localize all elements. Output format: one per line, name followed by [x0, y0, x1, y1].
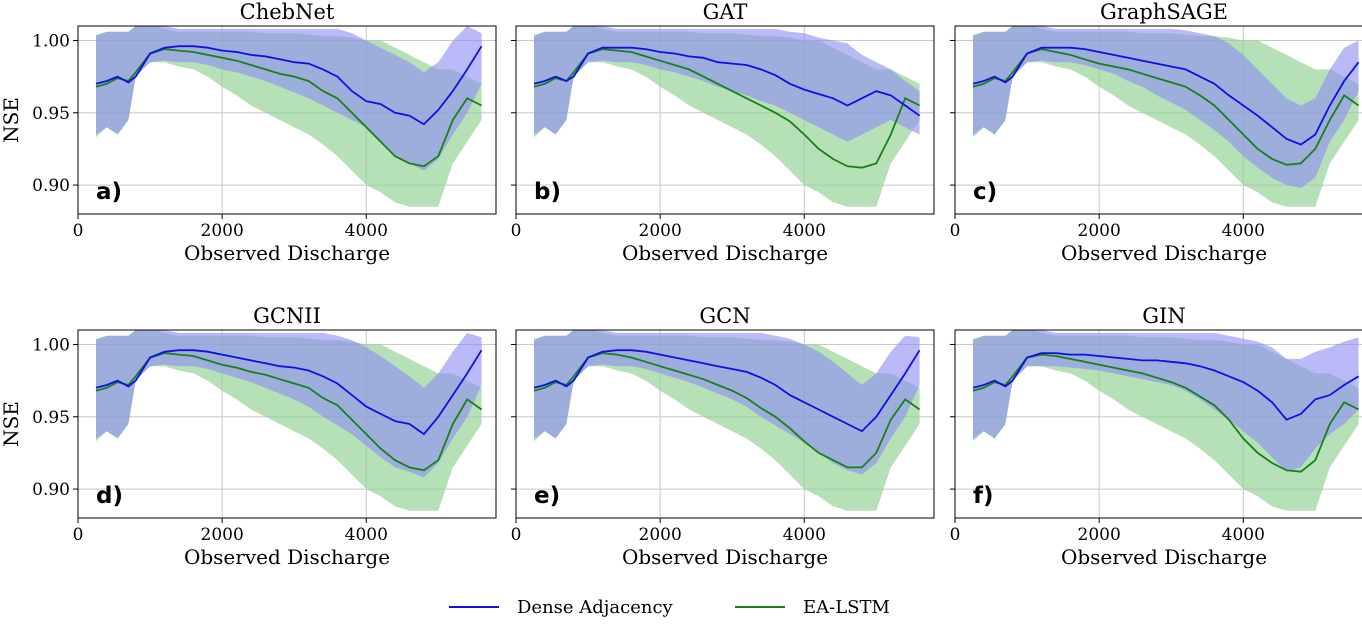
axes-frame [515, 25, 935, 215]
y-tick-label: 1.00 [32, 31, 70, 51]
plot-area [533, 26, 921, 207]
x-axis-label: Observed Discharge [184, 241, 390, 265]
x-axis-label: Observed Discharge [184, 545, 390, 569]
x-tick-label: 4000 [1222, 525, 1265, 545]
x-tick-label: 0 [73, 525, 84, 545]
panel-label: d) [96, 483, 123, 509]
x-axis-label: Observed Discharge [1061, 241, 1267, 265]
x-tick-label: 0 [73, 221, 84, 241]
panel-label: c) [973, 179, 997, 205]
legend: Dense Adjacency EA-LSTM [449, 597, 890, 618]
plot-area [972, 330, 1360, 511]
panel-1: ChebNet 0 2000 4000 0.90 0.95 1.00 Observed Dis… [0, 0, 497, 265]
panel-title: GCN [699, 304, 750, 328]
x-axis-label: Observed Discharge [1061, 545, 1267, 569]
dense-band [96, 330, 482, 478]
axes-frame [77, 25, 497, 215]
dense-band [96, 26, 482, 171]
x-tick-label: 0 [950, 525, 961, 545]
x-tick-label: 0 [511, 525, 522, 545]
panel-4: GCNII 0 2000 4000 0.90 0.95 1.00 Observed Disch… [0, 304, 497, 569]
axes-frame [954, 329, 1362, 519]
plot-area [533, 330, 921, 511]
panel-label: b) [534, 179, 561, 205]
x-tick-label: 4000 [783, 221, 826, 241]
panel-title: GCNII [253, 304, 321, 328]
dense-band [534, 330, 920, 475]
y-tick-label: 0.95 [32, 104, 70, 124]
x-tick-label: 2000 [1078, 525, 1121, 545]
x-tick-label: 4000 [345, 525, 388, 545]
x-tick-label: 2000 [1078, 221, 1121, 241]
x-axis-label: Observed Discharge [622, 241, 828, 265]
x-tick-label: 2000 [201, 221, 244, 241]
y-axis-label: NSE [0, 97, 23, 143]
y-axis-label: NSE [0, 401, 23, 447]
plot-area [95, 330, 483, 511]
axes-frame [77, 329, 497, 519]
x-axis-label: Observed Discharge [622, 545, 828, 569]
dense-band [973, 330, 1359, 472]
dense-adjacency-line [95, 349, 483, 436]
y-tick-label: 0.95 [32, 408, 70, 428]
y-tick-label: 0.90 [32, 480, 70, 500]
panel-label: a) [96, 179, 122, 205]
dense-band [973, 26, 1359, 188]
panel-title: GraphSAGE [1100, 0, 1228, 24]
plot-area [95, 26, 483, 207]
dense-band [534, 26, 920, 142]
legend-label-ealstm: EA-LSTM [803, 597, 890, 618]
legend-label-dense-adjacency: Dense Adjacency [517, 597, 674, 618]
panel-title: GIN [1142, 304, 1185, 328]
x-tick-label: 4000 [1222, 221, 1265, 241]
x-tick-label: 2000 [639, 525, 682, 545]
x-tick-label: 0 [950, 221, 961, 241]
x-tick-label: 2000 [201, 525, 244, 545]
panel-label: f) [973, 483, 994, 509]
y-tick-label: 1.00 [32, 335, 70, 355]
axes-frame [954, 25, 1362, 215]
dense-adjacency-line [972, 46, 1360, 146]
panel-title: ChebNet [240, 0, 335, 24]
axes-frame [515, 329, 935, 519]
x-tick-label: 0 [511, 221, 522, 241]
dense-adjacency-line [533, 349, 921, 433]
dense-adjacency-line [972, 352, 1360, 421]
x-tick-label: 4000 [345, 221, 388, 241]
dense-adjacency-line [533, 46, 921, 117]
panel-label: e) [534, 483, 560, 509]
x-tick-label: 2000 [639, 221, 682, 241]
y-tick-label: 0.90 [32, 176, 70, 196]
panel-title: GAT [703, 0, 748, 24]
x-tick-label: 4000 [783, 525, 826, 545]
plot-area [972, 26, 1360, 207]
dense-adjacency-line [95, 45, 483, 126]
